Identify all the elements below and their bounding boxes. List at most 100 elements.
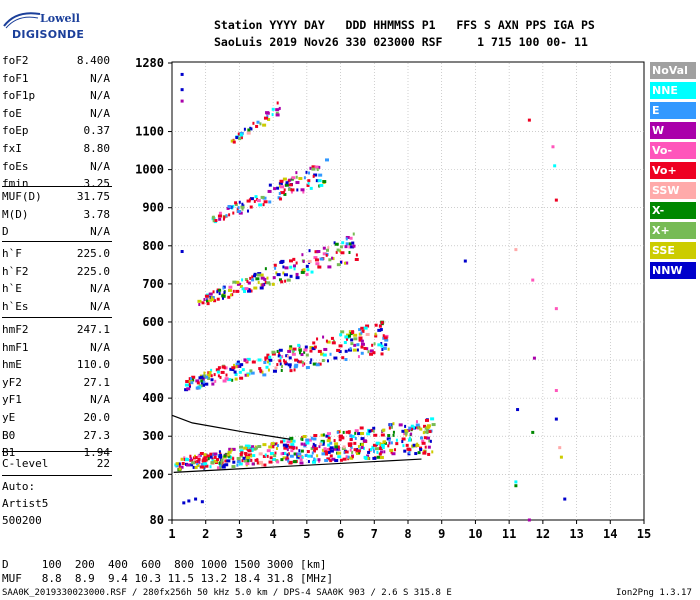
echo-point (345, 455, 348, 459)
param-value: N/A (90, 159, 110, 173)
echo-point (410, 424, 414, 428)
echo-point (337, 451, 342, 455)
echo-point (312, 174, 315, 178)
echo-point (276, 460, 280, 464)
echo-point (266, 281, 271, 285)
echo-point (410, 432, 413, 436)
echo-point (295, 446, 298, 450)
param-key: fxI (2, 141, 22, 155)
echo-point (334, 242, 339, 246)
echo-point (380, 352, 384, 356)
echo-point (363, 326, 368, 330)
isolated-echo-point (200, 500, 204, 504)
param-row: hmF2 247.1 (2, 321, 110, 339)
echo-point (213, 455, 217, 459)
echo-point (280, 191, 285, 195)
echo-point (428, 430, 432, 434)
axis-ticks: 1 2 3 4 5 6 7 8 9 10 11 12 13 14 158020030040050060070… (135, 56, 651, 541)
echo-point (337, 430, 340, 434)
echo-point (348, 250, 351, 254)
echo-point (378, 452, 382, 456)
echo-point (431, 423, 436, 427)
echo-point (308, 249, 311, 253)
echo-point (392, 422, 395, 426)
echo-point (286, 453, 289, 457)
echo-point (382, 346, 387, 350)
param-row: foF2 8.400 (2, 52, 110, 70)
echo-point (217, 374, 220, 378)
echo-point (372, 449, 375, 453)
echo-point (278, 359, 282, 363)
echo-point (204, 464, 209, 468)
echo-point (321, 359, 325, 363)
param-key: foF1p (2, 89, 36, 103)
echo-point (419, 436, 423, 440)
echo-point (268, 183, 272, 187)
footer-version: Ion2Png 1.3.17 (616, 588, 692, 598)
echo-point (295, 452, 298, 456)
echo-point (325, 452, 329, 456)
echo-point (251, 275, 254, 279)
echo-point (329, 454, 333, 458)
isolated-echo-point (514, 248, 518, 252)
echo-point (249, 197, 254, 201)
echo-point (218, 461, 221, 465)
echo-point (262, 123, 267, 127)
echo-point (278, 182, 283, 186)
param-row: yF2 27.1 (2, 374, 110, 392)
echo-point (326, 432, 331, 436)
echo-point (211, 457, 214, 461)
echo-point (253, 272, 257, 276)
echo-point (200, 375, 205, 379)
echo-point (368, 429, 372, 433)
echo-point (202, 457, 207, 461)
echo-point (232, 289, 235, 293)
echo-point (210, 374, 213, 378)
param-key: hmF2 (2, 323, 29, 336)
echo-point (316, 250, 321, 254)
echo-point (296, 188, 299, 192)
echo-point (298, 349, 302, 353)
echo-point (271, 107, 275, 111)
echo-point (307, 259, 312, 263)
echo-point (300, 188, 305, 192)
param-key: hmE (2, 358, 22, 372)
echo-point (320, 439, 325, 443)
echo-point (326, 340, 331, 344)
echo-point (218, 217, 222, 221)
echo-point (226, 206, 230, 210)
echo-point (285, 181, 289, 185)
param-row: B1 1.94 (2, 444, 110, 462)
echo-point (319, 183, 324, 187)
echo-point (315, 179, 319, 183)
echo-point (344, 450, 349, 454)
echo-point (323, 447, 327, 451)
echo-point (293, 365, 298, 369)
echo-point (198, 376, 202, 380)
param-value: N/A (90, 282, 110, 296)
echo-point (218, 288, 222, 292)
echo-point (231, 447, 236, 451)
echo-point (286, 440, 291, 444)
echo-point (307, 179, 311, 183)
plot-grid (172, 63, 644, 520)
param-key: B1 (2, 446, 16, 460)
echo-point (377, 343, 382, 347)
echo-point (358, 338, 363, 342)
echo-point (326, 439, 331, 443)
echo-point (218, 455, 223, 459)
echo-point (196, 459, 199, 463)
echo-point (284, 362, 288, 366)
header-line-1: Station YYYY DAY DDD HHMMSS P1 FFS S AXN… (214, 18, 595, 32)
echo-point (243, 127, 246, 131)
echo-point (358, 336, 363, 340)
echo-point (407, 428, 411, 432)
logo-text-lowell: Lowell (40, 12, 80, 25)
x-tick-label: 11 (502, 527, 516, 541)
echo-point (275, 113, 280, 117)
echo-point (286, 448, 289, 452)
echo-point (313, 434, 318, 438)
echo-point (355, 452, 360, 456)
isolated-echo-point (180, 88, 184, 92)
echo-point (334, 445, 339, 449)
